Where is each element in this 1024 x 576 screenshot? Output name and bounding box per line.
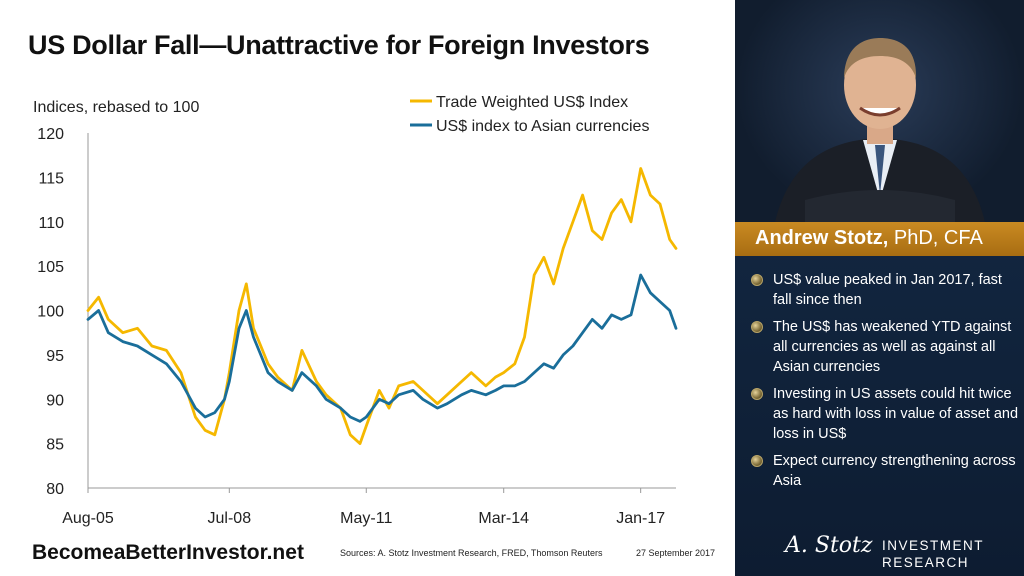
- y-tick-label: 120: [37, 126, 64, 143]
- chart-area: US Dollar Fall—Unattractive for Foreign …: [28, 30, 716, 564]
- series-line-trade-weighted: [86, 167, 678, 446]
- list-item: US$ value peaked in Jan 2017, fast fall …: [749, 270, 1019, 310]
- y-tick-label: 80: [46, 481, 64, 498]
- bullet-text: US$ value peaked in Jan 2017, fast fall …: [773, 272, 1002, 308]
- series-line-asian: [86, 273, 678, 423]
- logo-text-investment: INVESTMENT: [882, 538, 985, 553]
- list-item: The US$ has weakened YTD against all cur…: [749, 317, 1019, 377]
- logo-text-research: RESEARCH: [882, 555, 970, 570]
- y-tick-label: 95: [46, 348, 64, 365]
- bullet-icon: [751, 455, 763, 467]
- bullet-icon: [751, 388, 763, 400]
- x-tick-label: Jul-08: [208, 510, 252, 527]
- portrait-icon: [775, 38, 985, 222]
- sources-note: Sources: A. Stotz Investment Research, F…: [340, 548, 603, 558]
- author-panel: Andrew Stotz, PhD, CFA US$ value peaked …: [735, 0, 1024, 576]
- bullet-icon: [751, 321, 763, 333]
- x-tick-label: Aug-05: [62, 510, 114, 527]
- series-layer: [86, 167, 678, 446]
- x-tick-label: Mar-14: [478, 510, 529, 527]
- list-item: Expect currency strengthening across Asi…: [749, 451, 1019, 491]
- legend-label: Trade Weighted US$ Index: [436, 94, 628, 111]
- y-tick-label: 100: [37, 304, 64, 321]
- bullet-icon: [751, 274, 763, 286]
- logo-signature: A. Stotz: [785, 533, 873, 558]
- y-tick-label: 85: [46, 437, 64, 454]
- legend: Trade Weighted US$ Index US$ index to Asi…: [410, 94, 649, 135]
- author-photo: [735, 0, 1024, 222]
- x-tick-label: May-11: [340, 510, 392, 527]
- y-tick-label: 115: [38, 170, 64, 187]
- line-chart: Indices, rebased to 100 80 85 90 95 100 105 11…: [33, 94, 678, 527]
- page-title: US Dollar Fall—Unattractive for Foreign …: [28, 30, 650, 60]
- y-tick-label: 90: [46, 392, 64, 409]
- axes: 80 85 90 95 100 105 110 115 120 Aug-05 Jul-08 May-1…: [37, 126, 676, 527]
- name-bar: Andrew Stotz, PhD, CFA: [735, 222, 1024, 256]
- key-points: US$ value peaked in Jan 2017, fast fall …: [749, 270, 1019, 498]
- author-name-bold: Andrew Stotz,: [755, 227, 889, 249]
- brand-footer: BecomeaBetterInvestor.net: [32, 541, 304, 564]
- author-credentials: PhD, CFA: [888, 227, 983, 249]
- list-item: Investing in US assets could hit twice a…: [749, 384, 1019, 444]
- x-tick-label: Jan-17: [616, 510, 665, 527]
- bullet-text: Investing in US assets could hit twice a…: [773, 386, 1019, 442]
- bullet-text: Expect currency strengthening across Asi…: [773, 453, 1016, 489]
- bullet-text: The US$ has weakened YTD against all cur…: [773, 319, 1012, 375]
- date-note: 27 September 2017: [636, 548, 716, 558]
- author-name: Andrew Stotz, PhD, CFA: [755, 227, 983, 250]
- legend-label: US$ index to Asian currencies: [436, 118, 649, 135]
- y-tick-label: 105: [37, 259, 64, 276]
- y-axis-label: Indices, rebased to 100: [33, 99, 199, 116]
- y-tick-label: 110: [38, 215, 64, 232]
